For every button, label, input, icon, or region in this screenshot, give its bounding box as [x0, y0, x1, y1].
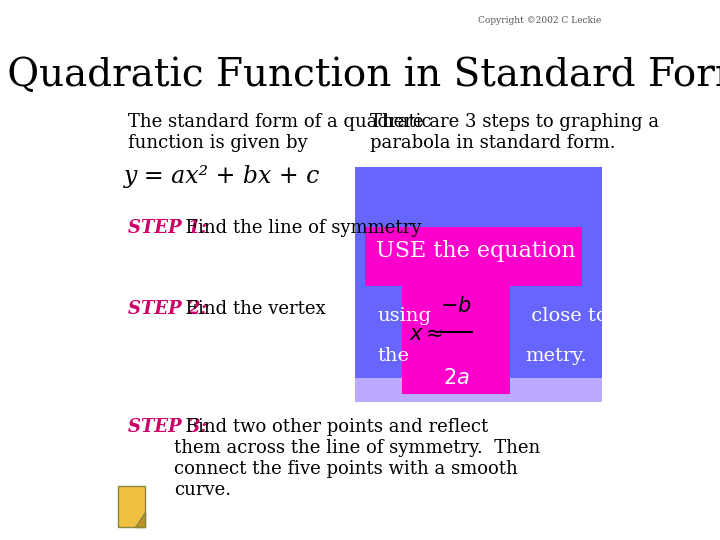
Text: $2a$: $2a$ [443, 368, 469, 388]
Polygon shape [135, 512, 145, 526]
FancyBboxPatch shape [355, 167, 602, 394]
Text: metry.: metry. [525, 347, 587, 366]
Text: Find the vertex: Find the vertex [174, 300, 325, 318]
Text: STEP 3:: STEP 3: [128, 418, 207, 436]
FancyBboxPatch shape [365, 227, 582, 286]
Text: Find the line of symmetry: Find the line of symmetry [174, 219, 421, 237]
Text: USE the equation: USE the equation [376, 240, 576, 262]
FancyBboxPatch shape [402, 254, 510, 394]
Text: the: the [377, 347, 409, 366]
Text: STEP 2:: STEP 2: [128, 300, 207, 318]
FancyBboxPatch shape [118, 486, 145, 526]
Text: $x \approx$: $x \approx$ [410, 325, 444, 345]
Text: A Quadratic Function in Standard Form: A Quadratic Function in Standard Form [0, 57, 720, 94]
Text: Find two other points and reflect
them across the line of symmetry.  Then
connec: Find two other points and reflect them a… [174, 418, 540, 499]
Text: close to: close to [525, 307, 608, 325]
Text: y = ax² + bx + c: y = ax² + bx + c [124, 165, 320, 188]
Text: The standard form of a quadratic
function is given by: The standard form of a quadratic functio… [128, 113, 432, 152]
FancyBboxPatch shape [355, 378, 602, 402]
Text: There are 3 steps to graphing a
parabola in standard form.: There are 3 steps to graphing a parabola… [370, 113, 659, 152]
Text: $-b$: $-b$ [441, 296, 472, 316]
Text: STEP 1:: STEP 1: [128, 219, 207, 237]
Text: using: using [377, 307, 431, 325]
Text: Copyright ©2002 C Leckie: Copyright ©2002 C Leckie [479, 16, 602, 25]
